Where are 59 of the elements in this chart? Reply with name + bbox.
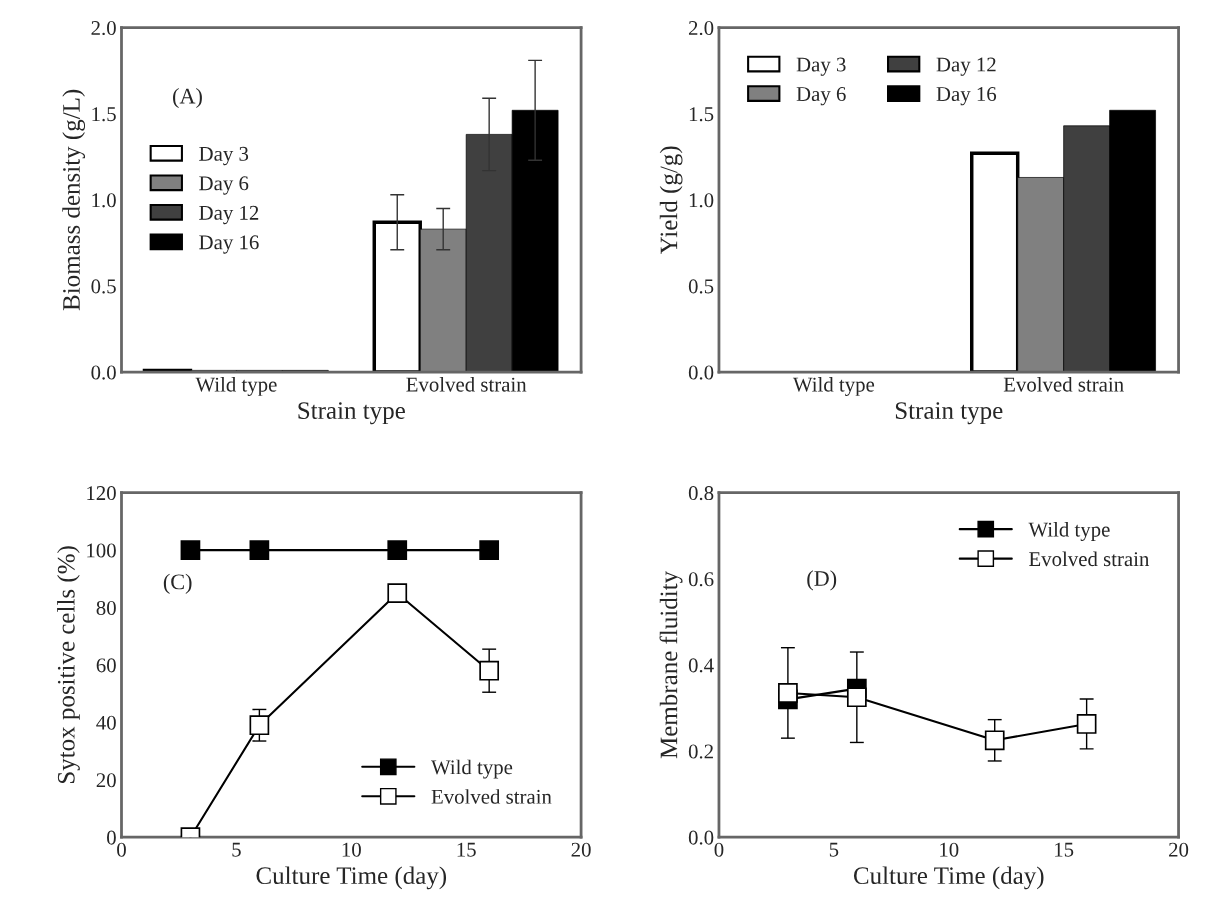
y-tick-label: 0.0	[688, 830, 714, 845]
x-axis-title: Strain type	[298, 402, 405, 425]
x-tick-label: 5	[829, 842, 839, 857]
legend-label: Evolved strain	[431, 789, 552, 804]
x-axis-title: Culture Time (day)	[853, 866, 1044, 890]
y-tick-label: 1.5	[92, 107, 116, 122]
y-tick-label: 1.5	[689, 107, 714, 122]
y-tick-label: 0.0	[688, 365, 714, 380]
y-tick-label: 0	[107, 830, 116, 845]
y-tick-label: 0.0	[91, 365, 116, 380]
y-axis-title: Sytox positive cells (%)	[57, 546, 80, 784]
legend-label: Day 3	[796, 57, 846, 76]
x-tick-label: 15	[1055, 842, 1074, 857]
y-tick-label: 1.0	[689, 193, 714, 208]
x-tick-label: 5	[232, 842, 241, 857]
annotation: (A)	[173, 87, 202, 109]
legend-label: Day 6	[796, 87, 846, 106]
y-tick-label: 0.4	[688, 658, 714, 673]
legend-label: Day 3	[199, 146, 249, 166]
y-tick-label: 100	[87, 543, 116, 558]
x-tick-label: Evolved strain	[406, 376, 527, 392]
annotation: (C)	[163, 573, 192, 594]
y-tick-label: 2.0	[91, 20, 116, 36]
y-axis-title: Biomass density (g/L)	[62, 89, 86, 311]
y-tick-label: 0.8	[688, 486, 714, 501]
y-tick-label: 60	[96, 658, 116, 673]
annotation: (D)	[807, 570, 837, 591]
x-tick-label: 15	[457, 842, 476, 857]
y-tick-label: 80	[96, 600, 116, 615]
legend-label: Day 12	[936, 57, 996, 76]
y-tick-label: 0.5	[688, 279, 714, 294]
x-tick-label: Evolved strain	[1003, 376, 1124, 392]
x-tick-label: 10	[342, 842, 361, 857]
y-tick-label: 1.0	[92, 193, 116, 208]
y-axis-title: Yield (g/g)	[659, 146, 683, 255]
y-tick-label: 20	[96, 773, 116, 788]
x-tick-label: Wild type	[195, 376, 277, 396]
y-tick-label: 0.5	[91, 279, 116, 294]
y-tick-label: 120	[87, 486, 116, 501]
legend-label: Day 6	[199, 176, 249, 195]
x-tick-label: 10	[940, 842, 959, 857]
x-tick-label: 0	[714, 842, 724, 857]
legend-label: Day 16	[199, 235, 259, 254]
legend-label: Day 16	[936, 87, 997, 106]
x-tick-label: 20	[571, 842, 591, 857]
legend-label: Evolved strain	[1029, 551, 1150, 567]
x-axis-title: Culture Time (day)	[256, 866, 447, 890]
y-axis-title: Membrane fluidity	[659, 570, 683, 759]
y-tick-label: 40	[96, 715, 116, 730]
x-tick-label: 0	[117, 842, 126, 857]
legend-label: Day 12	[199, 205, 259, 225]
x-axis-title: Strain type	[895, 402, 1003, 425]
legend-label: Wild type	[431, 759, 513, 779]
x-tick-label: 20	[1169, 842, 1189, 857]
y-tick-label: 0.6	[688, 572, 714, 587]
y-tick-label: 2.0	[688, 20, 714, 36]
x-tick-label: Wild type	[792, 376, 875, 396]
legend-label: Wild type	[1028, 521, 1110, 541]
y-tick-label: 0.2	[688, 744, 713, 759]
